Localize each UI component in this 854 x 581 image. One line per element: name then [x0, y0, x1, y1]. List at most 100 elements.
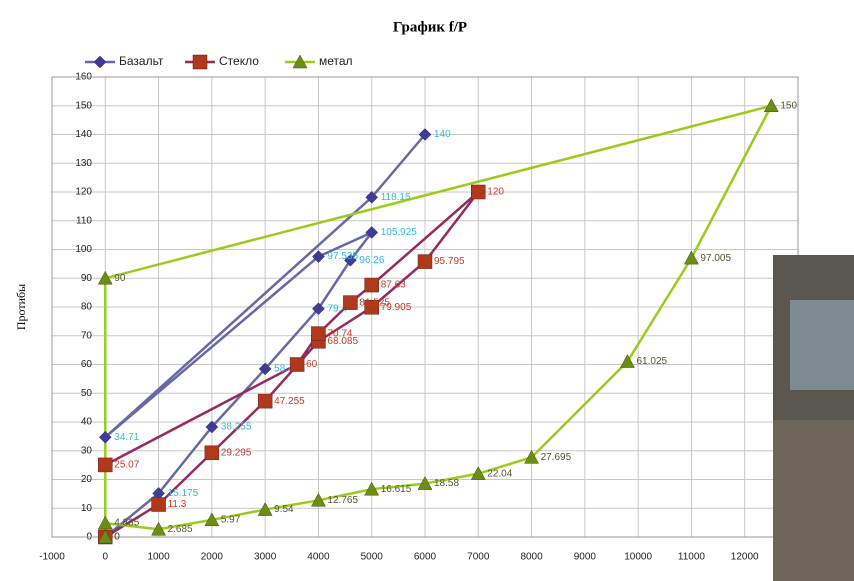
legend-label: Базальт — [119, 54, 164, 68]
marker — [344, 253, 357, 267]
legend: Базальт Стекло метал — [85, 54, 353, 70]
y-tick-label: 150 — [75, 100, 92, 111]
data-label: 0 — [114, 532, 120, 543]
data-label: 97.535 — [327, 251, 358, 262]
marker — [620, 354, 635, 368]
marker — [204, 445, 220, 461]
data-label: 118.15 — [381, 192, 411, 203]
marker — [365, 226, 379, 239]
marker — [257, 393, 273, 409]
x-tick-label: 6000 — [414, 552, 437, 563]
data-label: 16.615 — [381, 484, 412, 495]
data-label: 79.905 — [381, 302, 412, 313]
x-tick-label: 7000 — [467, 552, 490, 563]
y-tick-label: 90 — [81, 273, 93, 284]
data-label: 120 — [487, 187, 504, 198]
y-tick-label: 40 — [81, 417, 93, 428]
data-label: 105.925 — [381, 227, 418, 238]
data-label: 4.835 — [114, 518, 139, 529]
y-axis-label: Протибы — [14, 284, 28, 330]
marker — [417, 476, 433, 490]
data-label: 38.255 — [221, 422, 252, 433]
data-label: 140 — [434, 129, 451, 140]
data-label: 68.085 — [327, 336, 358, 347]
marker — [292, 54, 308, 69]
data-label: 60 — [306, 359, 318, 370]
plot: 0 15.175 38.255 58.465 79.4 96.26 105.925 97.53… — [97, 98, 797, 545]
x-tick-label: 1000 — [147, 552, 170, 563]
marker — [312, 250, 325, 263]
data-label: 81.525 — [359, 297, 390, 308]
marker — [97, 515, 113, 530]
marker — [204, 512, 220, 527]
marker — [192, 54, 208, 70]
marker — [97, 529, 113, 544]
marker — [763, 98, 779, 112]
y-tick-label: 130 — [75, 158, 92, 169]
marker — [98, 430, 112, 444]
data-label: 87.63 — [381, 280, 406, 291]
data-label: 12.765 — [327, 495, 358, 506]
marker — [418, 128, 432, 141]
x-tick-label: 8000 — [520, 552, 543, 563]
marker — [258, 362, 272, 376]
x-tick-label: 10000 — [624, 552, 652, 563]
marker — [365, 190, 379, 204]
series-line — [104, 104, 773, 537]
marker — [93, 55, 107, 69]
y-tick-label: 20 — [81, 474, 93, 485]
x-tick-label: 3000 — [254, 552, 277, 563]
data-label: 96.26 — [359, 255, 384, 266]
y-tick-label: 30 — [81, 445, 93, 456]
data-label: 27.695 — [541, 452, 572, 463]
marker — [684, 250, 699, 265]
y-tick-label: 100 — [75, 244, 92, 255]
marker — [311, 492, 326, 507]
data-label: 70.74 — [327, 328, 352, 339]
x-tick-label: -1000 — [39, 552, 65, 563]
x-tick-label: 2000 — [201, 552, 224, 563]
data-label: 5.97 — [221, 514, 241, 525]
marker — [364, 300, 379, 315]
x-tick-label: 5000 — [361, 552, 384, 563]
data-label: 97.005 — [700, 253, 731, 264]
y-tick-label: 80 — [81, 302, 93, 313]
legend-label: метал — [319, 54, 353, 68]
data-label: 11.3 — [168, 499, 187, 510]
y-tick-label: 120 — [75, 187, 92, 198]
data-label: 18.58 — [434, 478, 459, 489]
data-label: 95.795 — [434, 256, 465, 267]
marker — [98, 457, 113, 473]
data-label: 58.465 — [274, 364, 305, 375]
data-label: 34.71 — [114, 432, 139, 443]
data-label: 15.175 — [168, 488, 199, 499]
data-label: 22.04 — [487, 468, 512, 479]
marker — [524, 449, 539, 464]
data-label: 0 — [114, 532, 120, 543]
marker — [364, 277, 379, 293]
data-label: 79.4 — [327, 303, 347, 314]
y-tick-label: 140 — [75, 129, 92, 140]
marker — [312, 302, 325, 316]
x-tick-label: 0 — [103, 552, 109, 563]
data-label: 9.54 — [274, 504, 294, 515]
grid: 0102030405060708090100110120130140150160… — [39, 72, 799, 563]
data-label: 150 — [780, 100, 797, 111]
marker — [151, 521, 166, 536]
data-label: 25.07 — [114, 460, 139, 471]
data-label: 2.685 — [168, 524, 193, 535]
x-tick-label: 11000 — [678, 552, 706, 563]
data-label: 90 — [114, 273, 126, 284]
x-tick-label: 12000 — [731, 552, 759, 563]
photo-detail — [790, 300, 854, 390]
y-tick-label: 10 — [81, 503, 93, 514]
y-tick-label: 70 — [81, 330, 93, 341]
y-tick-label: 110 — [76, 215, 92, 226]
marker — [289, 357, 305, 372]
data-label: 0 — [114, 532, 120, 543]
x-tick-label: 4000 — [307, 552, 330, 563]
marker — [205, 420, 219, 434]
data-label: 47.255 — [274, 396, 305, 407]
